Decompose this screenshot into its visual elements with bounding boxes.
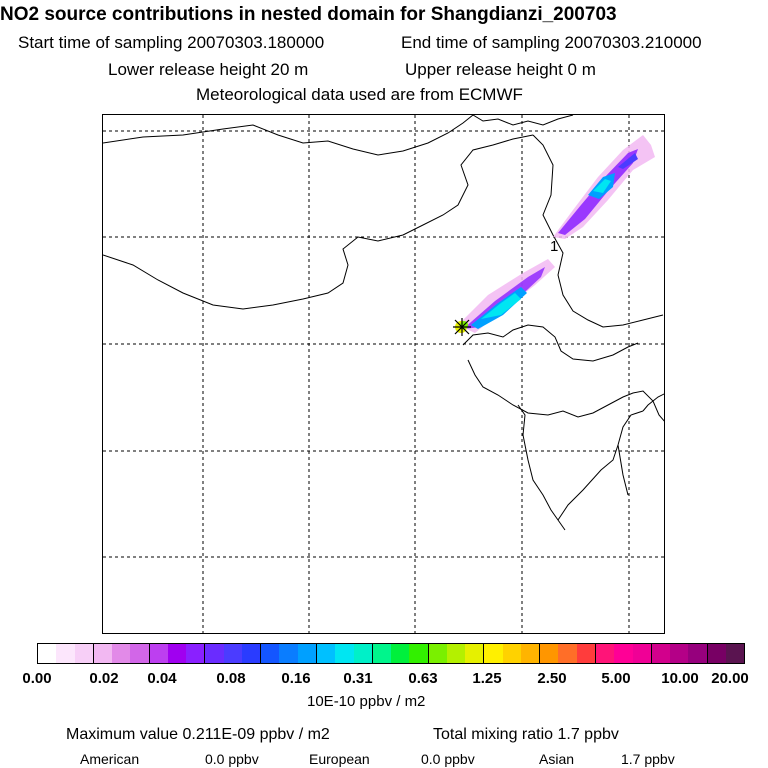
colorbar-cell: [241, 644, 262, 663]
colorbar-cell: [149, 644, 168, 663]
colorbar-tick: 5.00: [601, 670, 631, 687]
american-label: American: [80, 751, 140, 767]
colorbar-tick: 0.16: [281, 670, 311, 687]
colorbar-cell: [167, 644, 187, 663]
colorbar-cell: [502, 644, 521, 663]
colorbar-tick: 0.31: [343, 670, 373, 687]
colorbar-cell: [670, 644, 689, 663]
plume-layer: [458, 135, 655, 333]
colorbar-cell: [297, 644, 317, 663]
colorbar-cell: [614, 644, 633, 663]
colorbar-cell: [558, 644, 577, 663]
met-data-label: Meteorological data used are from ECMWF: [196, 85, 523, 104]
colorbar-cell: [316, 644, 336, 663]
colorbar-tick: 0.63: [408, 670, 438, 687]
colorbar-tick: 10.00: [661, 670, 699, 687]
lower-release-label: Lower release height 20 m: [108, 60, 309, 79]
plot-title: NO2 source contributions in nested domai…: [0, 4, 617, 25]
colorbar-cell: [465, 644, 485, 663]
colorbar-cell: [651, 644, 671, 663]
colorbar-cell: [576, 644, 596, 663]
colorbar-cell: [595, 644, 615, 663]
colorbar-cell: [130, 644, 150, 663]
colorbar-cell: [74, 644, 94, 663]
map-panel: 1: [102, 114, 665, 634]
colorbar-tick: 20.00: [711, 670, 749, 687]
colorbar: [37, 643, 745, 664]
start-time-label: Start time of sampling 20070303.180000: [18, 33, 325, 52]
american-value: 0.0 ppbv: [205, 751, 259, 767]
colorbar-cell: [279, 644, 298, 663]
upper-release-label: Upper release height 0 m: [405, 60, 596, 79]
european-value: 0.0 ppbv: [421, 751, 475, 767]
colorbar-cell: [446, 644, 466, 663]
colorbar-unit: 10E-10 ppbv / m2: [307, 693, 426, 710]
asian-value: 1.7 ppbv: [621, 751, 675, 767]
colorbar-cell: [428, 644, 447, 663]
colorbar-cell: [520, 644, 541, 663]
colorbar-cell: [632, 644, 652, 663]
colorbar-tick: 1.25: [472, 670, 502, 687]
colorbar-tick: 0.00: [22, 670, 52, 687]
coastlines: [103, 115, 664, 531]
asian-label: Asian: [539, 751, 575, 767]
colorbar-cell: [725, 644, 745, 663]
colorbar-tick: 0.04: [147, 670, 177, 687]
grid-lines: [103, 115, 664, 633]
colorbar-tick: 0.02: [89, 670, 119, 687]
colorbar-cell: [38, 644, 57, 663]
receptor-star-icon: [453, 318, 471, 336]
maximum-value: Maximum value 0.211E-09 ppbv / m2: [66, 726, 330, 743]
colorbar-cell: [223, 644, 242, 663]
colorbar-tick: 0.08: [216, 670, 246, 687]
colorbar-cell: [56, 644, 75, 663]
colorbar-cell: [353, 644, 373, 663]
colorbar-cell: [205, 644, 224, 663]
colorbar-cell: [186, 644, 206, 663]
total-mixing-ratio: Total mixing ratio 1.7 ppbv: [433, 726, 619, 743]
end-time-label: End time of sampling 20070303.210000: [401, 33, 702, 52]
colorbar-cell: [93, 644, 113, 663]
colorbar-cell: [707, 644, 726, 663]
colorbar-cell: [391, 644, 410, 663]
colorbar-cell: [372, 644, 392, 663]
european-label: European: [309, 751, 370, 767]
colorbar-tick: 2.50: [537, 670, 567, 687]
map-canvas: 1: [103, 115, 664, 633]
colorbar-cell: [112, 644, 131, 663]
colorbar-cell: [484, 644, 503, 663]
trajectory-label: 1: [550, 238, 558, 255]
colorbar-cell: [688, 644, 708, 663]
colorbar-cell: [261, 644, 280, 663]
colorbar-cell: [540, 644, 559, 663]
colorbar-cell: [409, 644, 429, 663]
colorbar-cell: [335, 644, 354, 663]
